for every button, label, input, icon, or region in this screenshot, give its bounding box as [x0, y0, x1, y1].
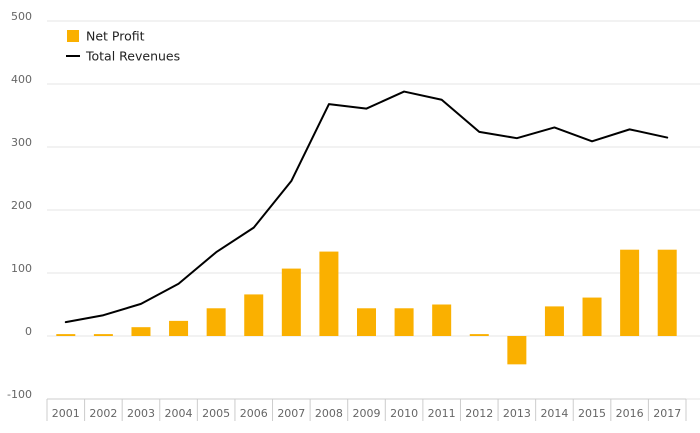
bar-net-profit-2011 — [432, 304, 452, 336]
x-tick-label: 2001 — [52, 407, 80, 420]
legend-label: Net Profit — [86, 29, 145, 44]
x-tick-label: 2007 — [277, 407, 305, 420]
x-tick-label: 2002 — [89, 407, 117, 420]
line-total-revenues — [64, 90, 669, 324]
x-axis: 2001 2002 2003 2004 2005 2006 2007 2008 2009 2010… — [46, 398, 687, 421]
y-tick-label: 0 — [25, 325, 32, 338]
x-tick-label: 2010 — [390, 407, 418, 420]
y-tick-label: 100 — [11, 262, 32, 275]
x-tick-label: 2012 — [465, 407, 493, 420]
y-axis: -100 0 100 200 300 400 500 — [7, 10, 32, 401]
y-tick-label: 200 — [11, 199, 32, 212]
bar-net-profit-2013 — [507, 336, 527, 365]
bar-net-profit-2008 — [319, 251, 339, 336]
bar-net-profit-2016 — [620, 249, 640, 336]
legend-swatch-net-profit — [67, 30, 79, 42]
legend-label: Total Revenues — [85, 49, 180, 64]
x-tick-label: 2009 — [353, 407, 381, 420]
bar-series-net-profit — [56, 249, 677, 365]
x-tick-label: 2005 — [202, 407, 230, 420]
bar-net-profit-2001 — [56, 334, 76, 336]
y-tick-label: 400 — [11, 73, 32, 86]
bar-net-profit-2012 — [469, 334, 489, 336]
x-tick-label: 2013 — [503, 407, 531, 420]
x-tick-label: 2015 — [578, 407, 606, 420]
bar-net-profit-2004 — [169, 320, 189, 336]
x-tick-label: 2011 — [428, 407, 456, 420]
bar-net-profit-2010 — [394, 308, 414, 336]
x-tick-label: 2003 — [127, 407, 155, 420]
y-tick-label: 300 — [11, 136, 32, 149]
line-series-total-revenues — [64, 90, 669, 324]
bar-net-profit-2006 — [244, 294, 264, 336]
x-tick-label: 2014 — [540, 407, 568, 420]
x-tick-label: 2006 — [240, 407, 268, 420]
bar-net-profit-2005 — [206, 308, 226, 336]
bar-net-profit-2014 — [544, 306, 564, 336]
bar-net-profit-2017 — [657, 249, 677, 336]
bar-net-profit-2009 — [357, 308, 376, 336]
y-tick-label: -100 — [7, 388, 32, 401]
x-tick-label: 2016 — [616, 407, 644, 420]
y-tick-label: 500 — [11, 10, 32, 23]
grid-layer — [47, 20, 700, 400]
bar-net-profit-2002 — [93, 334, 113, 336]
bar-net-profit-2015 — [582, 297, 602, 336]
x-tick-label: 2008 — [315, 407, 343, 420]
legend: Net Profit Total Revenues — [66, 29, 180, 64]
x-tick-label: 2017 — [653, 407, 681, 420]
x-tick-label: 2004 — [165, 407, 193, 420]
bar-net-profit-2003 — [131, 327, 151, 336]
bar-net-profit-2007 — [281, 268, 301, 336]
